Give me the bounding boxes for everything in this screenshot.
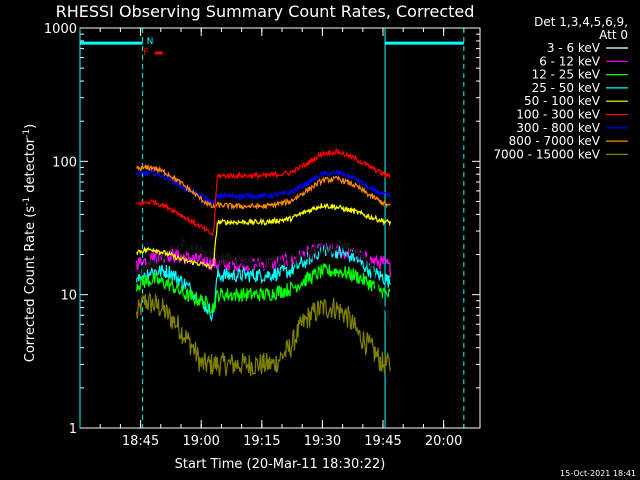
series-25-50-kev: [136, 243, 391, 322]
y-axis-label-sup2: -1: [22, 129, 32, 138]
legend-label: 7000 - 15000 keV: [493, 147, 600, 161]
y-tick-label: 1: [69, 422, 77, 437]
legend-label: 300 - 800 keV: [516, 121, 600, 135]
series-line: [136, 236, 391, 330]
legend-label: 100 - 300 keV: [516, 108, 600, 122]
legend-label: 800 - 7000 keV: [509, 134, 601, 148]
series-50-100-kev: [136, 202, 391, 270]
y-tick-label: 100: [52, 155, 77, 170]
flag-label: N: [147, 37, 154, 47]
y-axis-label-part1: Corrected Count Rate (s: [23, 206, 38, 363]
x-tick-label: 20:00: [425, 434, 462, 449]
x-tick-label: 18:45: [122, 434, 159, 449]
chart-title: RHESSI Observing Summary Count Rates, Co…: [56, 2, 475, 21]
series-12-25-kev: [136, 262, 391, 313]
series-line: [136, 202, 391, 270]
y-axis-label-part3: ): [23, 124, 38, 129]
y-axis-label-sup1: -1: [22, 197, 32, 206]
y-axis-label: Corrected Count Rate (s-1 detector-1): [22, 124, 38, 362]
series-line: [136, 243, 391, 322]
flag-label: F: [143, 48, 148, 58]
y-axis-label-part2: detector: [23, 137, 38, 197]
series-7000-15000-kev: [136, 292, 391, 377]
x-tick-label: 19:45: [364, 434, 401, 449]
legend-label: 25 - 50 keV: [532, 81, 601, 95]
series-line: [136, 292, 391, 377]
x-tick-label: 19:00: [182, 434, 219, 449]
series-100-300-kev: [136, 148, 391, 238]
legend-label: 6 - 12 keV: [539, 54, 601, 68]
series-line: [136, 163, 391, 211]
y-tick-label: 10: [60, 289, 77, 304]
x-axis-label: Start Time (20-Mar-11 18:30:22): [175, 457, 386, 472]
annotations: NF: [79, 28, 465, 428]
legend-label: 3 - 6 keV: [547, 41, 601, 55]
series-group: [136, 148, 391, 377]
x-tick-label: 19:15: [243, 434, 280, 449]
series-line: [136, 262, 391, 313]
series-3-6-kev: [136, 236, 391, 330]
series-300-800-kev: [136, 168, 391, 207]
legend-label: 12 - 25 keV: [532, 68, 601, 82]
legend-header: Det 1,3,4,5,6,9,: [534, 15, 628, 29]
x-tick-label: 19:30: [304, 434, 341, 449]
series-line: [136, 168, 391, 207]
legend-label: 50 - 100 keV: [524, 94, 601, 108]
series-line: [136, 148, 391, 238]
legend-header: Att 0: [599, 28, 628, 42]
y-tick-label: 1000: [44, 22, 77, 37]
footer-timestamp: 15-Oct-2021 18:41: [560, 469, 636, 478]
series-800-7000-kev: [136, 163, 391, 211]
